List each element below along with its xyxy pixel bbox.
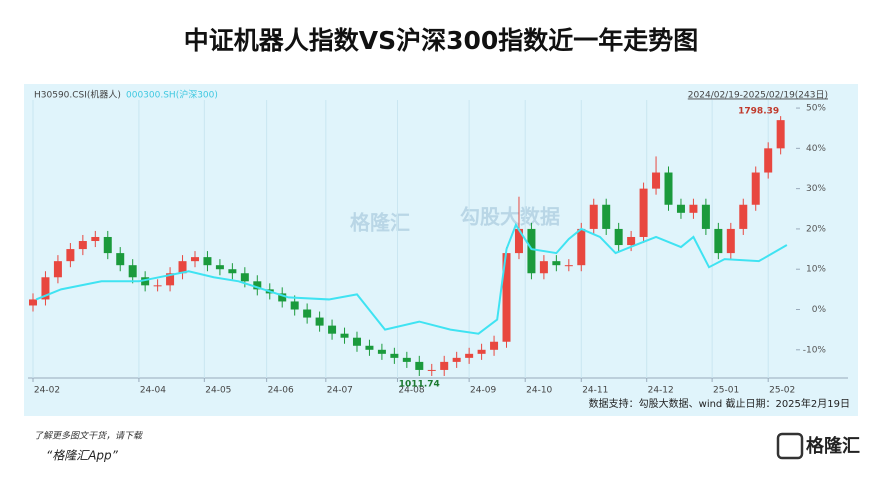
y-tick-label: 50% (806, 104, 826, 114)
candle-body (514, 228, 523, 254)
x-tick-label: 25-01 (713, 386, 739, 396)
candle-body (153, 285, 162, 287)
candle-body (701, 204, 710, 229)
candle-body (228, 269, 237, 274)
candle-body (652, 172, 661, 189)
candle-body (352, 337, 361, 346)
candle-body (477, 349, 486, 354)
candle-body (614, 228, 623, 246)
candle-body (589, 204, 598, 229)
x-tick-label: 24-08 (398, 386, 424, 396)
x-tick-label: 24-11 (582, 386, 608, 396)
y-tick-label: 0% (812, 305, 827, 315)
x-tick-label: 24-02 (34, 386, 60, 396)
candle-body (41, 277, 50, 300)
candle-body (315, 317, 324, 326)
candle-body (290, 301, 299, 310)
candle-body (166, 273, 175, 286)
candle-body (91, 236, 100, 242)
x-tick-label: 24-07 (327, 386, 353, 396)
candle-body (116, 253, 125, 266)
y-tick-label: 30% (806, 184, 826, 194)
plot: 24-02 24-04 24-05 24-06 24-07 24-08 24-09 24-10… (28, 100, 848, 396)
candle-body (203, 257, 212, 266)
candle-body (502, 253, 511, 342)
x-tick-label: 24-09 (470, 386, 496, 396)
candle-body (377, 349, 386, 354)
candle-body (539, 261, 548, 274)
candle-body (66, 249, 75, 262)
line-series (35, 222, 788, 335)
candle-body (128, 265, 137, 278)
y-tick-label: 20% (806, 224, 826, 234)
candle-body (178, 261, 187, 274)
candle-body (402, 357, 411, 362)
annotation: 1011.74 (399, 379, 440, 389)
y-tick-label: 10% (806, 265, 826, 275)
candle-body (440, 361, 449, 370)
candle-body (365, 345, 374, 350)
candle-body (190, 257, 199, 262)
promo-text: “格隆汇App” (46, 449, 119, 463)
candle-body (676, 204, 685, 213)
candle-body (390, 353, 399, 358)
chart-title: 中证机器人指数VS沪深300指数近一年走势图 (184, 26, 699, 55)
legend-entry: 000300.SH(沪深300) (126, 89, 218, 101)
y-tick-label: 40% (806, 144, 826, 154)
promo-text: 了解更多图文干货，请下载 (34, 431, 143, 442)
candle-body (639, 188, 648, 237)
candle-body (527, 228, 536, 274)
x-tick-label: 25-02 (769, 386, 795, 396)
source-note: 数据支持：勾股大数据、wind 截止日期：2025年2月19日 (589, 397, 850, 410)
x-tick-label: 24-12 (648, 386, 674, 396)
y-tick-label: -10% (803, 345, 827, 355)
x-tick-label: 24-05 (205, 386, 231, 396)
date-range: 2024/02/19-2025/02/19(243日) (688, 90, 828, 101)
candle-body (602, 204, 611, 229)
candle-body (552, 261, 561, 266)
candle-body (303, 309, 312, 318)
watermark: 格隆汇 (350, 211, 410, 235)
candle-body (278, 293, 287, 302)
candle-body (141, 277, 150, 286)
candle-body (240, 273, 249, 282)
annotation: 1798.39 (738, 107, 779, 117)
candle-body (340, 333, 349, 338)
candle-body (215, 265, 224, 270)
candle-body (714, 228, 723, 254)
x-tick-label: 24-06 (268, 386, 294, 396)
x-tick-label: 24-04 (140, 386, 166, 396)
candle-body (29, 299, 37, 306)
logo-icon (776, 432, 804, 460)
candle-body (78, 241, 87, 250)
legend-entry: H30590.CSI(机器人) (34, 89, 121, 101)
candle-body (664, 172, 673, 205)
logo-text: 格隆汇 (806, 435, 860, 457)
candle-body (53, 261, 62, 278)
candle-body (689, 204, 698, 213)
candle-body (764, 148, 773, 173)
candle-body (415, 361, 424, 370)
candle-body (490, 341, 499, 350)
candle-body (726, 228, 735, 254)
candle-body (427, 369, 436, 371)
candle-body (564, 265, 573, 267)
candle-body (103, 236, 112, 254)
candle-body (739, 204, 748, 229)
candle-body (253, 281, 262, 290)
candle-body (627, 236, 636, 246)
candle-body (328, 325, 337, 334)
candle-body (751, 172, 760, 205)
x-tick-label: 24-10 (526, 386, 552, 396)
candle-body (452, 357, 461, 362)
candle-body (776, 120, 785, 149)
candle-body (577, 228, 586, 266)
candle-body (465, 353, 474, 358)
watermark: 勾股大数据 (460, 205, 560, 229)
